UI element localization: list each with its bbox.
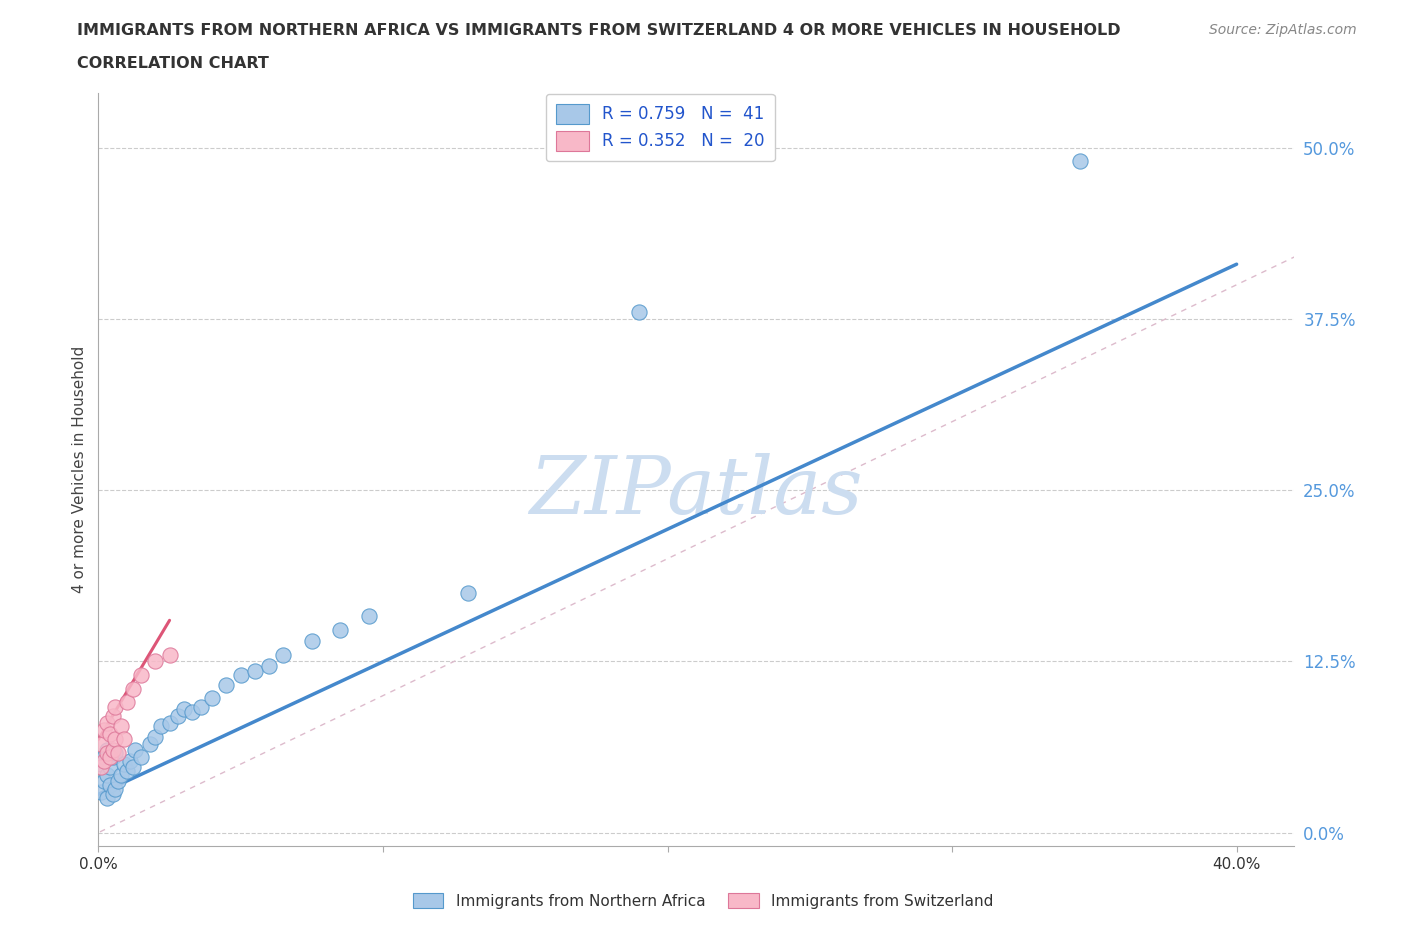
- Point: [90, 760, 112, 775]
- Point: [104, 732, 127, 747]
- Point: [329, 622, 352, 637]
- Point: [90, 784, 112, 799]
- Point: [101, 743, 124, 758]
- Point: [129, 668, 152, 683]
- Text: Source: ZipAtlas.com: Source: ZipAtlas.com: [1209, 23, 1357, 37]
- Point: [1069, 154, 1091, 169]
- Legend: R = 0.759   N =  41, R = 0.352   N =  20: R = 0.759 N = 41, R = 0.352 N = 20: [546, 94, 775, 161]
- Point: [90, 757, 112, 772]
- Point: [104, 699, 127, 714]
- Point: [201, 691, 224, 706]
- Point: [98, 726, 121, 741]
- Point: [104, 746, 127, 761]
- Point: [93, 723, 115, 737]
- Point: [104, 781, 127, 796]
- Point: [96, 767, 118, 782]
- Point: [93, 773, 115, 788]
- Point: [190, 699, 212, 714]
- Point: [110, 767, 132, 782]
- Point: [96, 790, 118, 805]
- Point: [112, 757, 135, 772]
- Point: [129, 750, 152, 764]
- Point: [229, 668, 252, 683]
- Point: [159, 715, 181, 730]
- Point: [457, 586, 479, 601]
- Point: [357, 609, 380, 624]
- Point: [93, 750, 115, 764]
- Point: [118, 754, 141, 769]
- Point: [96, 715, 118, 730]
- Y-axis label: 4 or more Vehicles in Household: 4 or more Vehicles in Household: [72, 346, 87, 593]
- Point: [121, 682, 143, 697]
- Point: [301, 633, 323, 648]
- Point: [96, 743, 118, 758]
- Point: [167, 709, 190, 724]
- Text: CORRELATION CHART: CORRELATION CHART: [77, 56, 269, 71]
- Point: [150, 718, 173, 733]
- Text: IMMIGRANTS FROM NORTHERN AFRICA VS IMMIGRANTS FROM SWITZERLAND 4 OR MORE VEHICLE: IMMIGRANTS FROM NORTHERN AFRICA VS IMMIG…: [77, 23, 1121, 38]
- Point: [181, 705, 204, 720]
- Point: [138, 737, 160, 751]
- Point: [215, 677, 238, 692]
- Point: [159, 647, 181, 662]
- Point: [107, 773, 129, 788]
- Point: [112, 732, 135, 747]
- Point: [93, 754, 115, 769]
- Point: [121, 760, 143, 775]
- Point: [143, 654, 166, 669]
- Point: [115, 764, 138, 778]
- Point: [101, 709, 124, 724]
- Point: [115, 695, 138, 710]
- Legend: Immigrants from Northern Africa, Immigrants from Switzerland: Immigrants from Northern Africa, Immigra…: [406, 886, 1000, 915]
- Point: [101, 787, 124, 802]
- Point: [243, 663, 266, 678]
- Point: [96, 746, 118, 761]
- Point: [110, 718, 132, 733]
- Point: [98, 760, 121, 775]
- Point: [98, 750, 121, 764]
- Point: [257, 658, 280, 673]
- Point: [107, 746, 129, 761]
- Point: [628, 305, 651, 320]
- Point: [124, 743, 146, 758]
- Point: [173, 702, 195, 717]
- Point: [98, 777, 121, 792]
- Point: [90, 737, 112, 751]
- Point: [143, 729, 166, 744]
- Text: ZIPatlas: ZIPatlas: [529, 454, 863, 531]
- Point: [273, 647, 295, 662]
- Point: [101, 750, 124, 764]
